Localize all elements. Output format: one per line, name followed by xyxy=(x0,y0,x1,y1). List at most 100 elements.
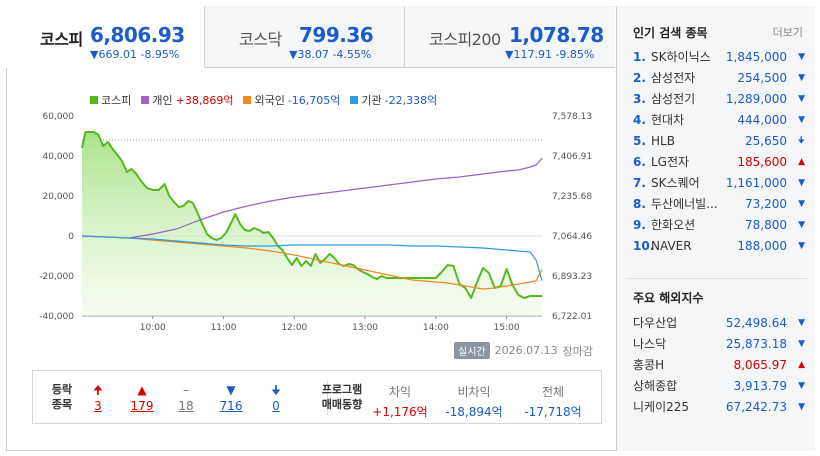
breadth-fall[interactable]: ▼ 716 xyxy=(216,383,246,413)
popular-stock-row[interactable]: 5. HLB 25,650 🠋 xyxy=(633,130,805,151)
breadth-count: 179 xyxy=(130,399,154,413)
tab-name: 코스피200 xyxy=(429,30,501,49)
stock-name[interactable]: 삼성전자 xyxy=(651,71,696,85)
breadth-upper-limit[interactable]: 🠉 3 xyxy=(83,383,113,413)
y-right-tick-label: 7,235.68 xyxy=(552,192,592,202)
popular-stock-row[interactable]: 2. 삼성전자 254,500 ▼ xyxy=(633,67,805,88)
stock-name[interactable]: SK하이닉스 xyxy=(651,50,711,64)
world-index-row[interactable]: 홍콩H 8,065.97 ▲ xyxy=(633,354,805,375)
stock-name[interactable]: NAVER xyxy=(651,238,692,253)
intraday-chart[interactable]: 60,000 40,000 20,000 0 -20,000 -40,000 7,578.1… xyxy=(30,106,610,336)
index-name[interactable]: 홍콩H xyxy=(633,358,665,372)
realtime-badge[interactable]: 실시간 xyxy=(454,342,490,359)
legend-value: -16,705억 xyxy=(287,94,341,107)
x-tick-label: 12:00 xyxy=(281,323,307,333)
popular-stock-row[interactable]: 10. NAVER 188,000 ▼ xyxy=(633,235,805,256)
legend-swatch xyxy=(243,96,252,104)
stock-name[interactable]: 두산에너빌... xyxy=(651,197,718,211)
triangle-down-icon: ▼ xyxy=(798,114,805,125)
index-name[interactable]: 다우산업 xyxy=(633,316,678,330)
world-index-row[interactable]: 나스닥 25,873.18 ▼ xyxy=(633,333,805,354)
popular-stock-row[interactable]: 7. SK스퀘어 1,161,000 ▼ xyxy=(633,172,805,193)
popular-stock-row[interactable]: 3. 삼성전기 1,289,000 ▼ xyxy=(633,88,805,109)
rank: 6. xyxy=(633,154,646,169)
tab-kospi[interactable]: 코스피 6,806.93 ▼669.01 -8.95% xyxy=(6,6,205,68)
stock-name[interactable]: LG전자 xyxy=(651,155,690,169)
rank: 2. xyxy=(633,70,646,85)
stock-name[interactable]: HLB xyxy=(651,133,675,148)
triangle-down-icon: ▼ xyxy=(798,51,805,62)
market-state: 장마감 xyxy=(562,344,593,358)
divider xyxy=(327,381,328,415)
legend-swatch xyxy=(141,96,150,104)
stock-price: 25,650 xyxy=(745,133,787,148)
stock-price: 1,845,000 xyxy=(725,49,787,64)
rank: 5. xyxy=(633,133,646,148)
legend-item-individual[interactable]: 개인 +38,869억 xyxy=(141,92,233,108)
y-left-tick-label: 40,000 xyxy=(43,152,75,162)
x-tick-label: 13:00 xyxy=(352,323,378,333)
index-name[interactable]: 상해종합 xyxy=(633,379,678,393)
tab-change: ▼117.91 -9.85% xyxy=(505,48,595,61)
index-name[interactable]: 니케이225 xyxy=(633,400,690,414)
stock-name[interactable]: 한화오션 xyxy=(651,218,696,232)
y-left-tick-label: 20,000 xyxy=(43,192,75,202)
tab-kosdaq[interactable]: 코스닥 799.36 ▼38.07 -4.55% xyxy=(205,6,405,68)
triangle-down-icon: ▼ xyxy=(798,93,805,104)
legend-swatch xyxy=(90,96,98,104)
rank: 9. xyxy=(633,217,646,232)
triangle-down-icon: ▼ xyxy=(798,72,805,83)
stock-name[interactable]: SK스퀘어 xyxy=(651,176,700,190)
status-date: 2026.07.13 xyxy=(494,344,558,357)
y-right-tick-label: 6,722.01 xyxy=(552,312,592,322)
tab-value: 1,078.78 xyxy=(509,23,604,47)
individual-line xyxy=(81,157,543,239)
popular-stock-row[interactable]: 6. LG전자 185,600 ▲ xyxy=(633,151,805,172)
more-link[interactable]: 더보기 xyxy=(772,26,803,39)
popular-stock-row[interactable]: 1. SK하이닉스 1,845,000 ▼ xyxy=(633,46,805,67)
stock-price: 188,000 xyxy=(737,238,787,253)
rank: 1. xyxy=(633,49,646,64)
world-index-row[interactable]: 니케이225 67,242.73 ▼ xyxy=(633,396,805,417)
breadth-label-line2: 종목 xyxy=(51,398,73,411)
legend-item-institution[interactable]: 기관 -22,338억 xyxy=(350,92,437,108)
world-title: 주요 해외지수 xyxy=(633,291,704,305)
breadth-lower-limit[interactable]: 🠋 0 xyxy=(261,383,291,413)
index-value: 67,242.73 xyxy=(725,399,787,414)
tab-change: ▼669.01 -8.95% xyxy=(90,48,180,61)
breadth-count: 716 xyxy=(219,399,243,413)
breadth-rise[interactable]: ▲ 179 xyxy=(127,383,157,413)
popular-stock-row[interactable]: 8. 두산에너빌... 73,200 ▼ xyxy=(633,193,805,214)
stock-price: 254,500 xyxy=(737,70,787,85)
tab-value: 6,806.93 xyxy=(90,23,185,47)
legend-item-foreign[interactable]: 외국인 -16,705억 xyxy=(243,92,340,108)
x-tick-label: 15:00 xyxy=(494,323,520,333)
chart-legend: 코스피 개인 +38,869억 외국인 -16,705억 기관 -22,338억 xyxy=(90,92,437,108)
popular-stock-row[interactable]: 9. 한화오션 78,800 ▼ xyxy=(633,214,805,235)
divider xyxy=(627,278,807,279)
rank: 4. xyxy=(633,112,646,127)
stock-name[interactable]: 삼성전기 xyxy=(651,92,696,106)
world-index-row[interactable]: 상해종합 3,913.79 ▼ xyxy=(633,375,805,396)
tab-kospi200[interactable]: 코스피200 1,078.78 ▼117.91 -9.85% xyxy=(405,6,615,68)
index-value: 3,913.79 xyxy=(733,378,787,393)
y-right-tick-label: 7,578.13 xyxy=(552,112,592,122)
index-value: 8,065.97 xyxy=(733,357,787,372)
index-name[interactable]: 나스닥 xyxy=(633,337,667,351)
kospi-line xyxy=(81,131,542,299)
legend-swatch xyxy=(350,96,359,104)
program-label: 프로그램 매매동향 xyxy=(313,382,371,412)
breadth-label: 등락 종목 xyxy=(47,382,77,412)
triangle-down-icon: ▼ xyxy=(798,198,805,209)
world-index-row[interactable]: 다우산업 52,498.64 ▼ xyxy=(633,312,805,333)
breadth-flat[interactable]: – 18 xyxy=(171,383,201,413)
y-left-tick-label: 0 xyxy=(68,232,74,242)
tab-name: 코스피 xyxy=(40,30,83,49)
tab-name: 코스닥 xyxy=(239,30,282,49)
triangle-up-icon: ▲ xyxy=(798,359,805,370)
y-left-tick-label: 60,000 xyxy=(43,112,75,122)
popular-stock-row[interactable]: 4. 현대차 444,000 ▼ xyxy=(633,109,805,130)
stock-name[interactable]: 현대차 xyxy=(651,113,685,127)
legend-item-kospi[interactable]: 코스피 xyxy=(90,92,131,108)
program-label-line2: 매매동향 xyxy=(321,398,363,411)
